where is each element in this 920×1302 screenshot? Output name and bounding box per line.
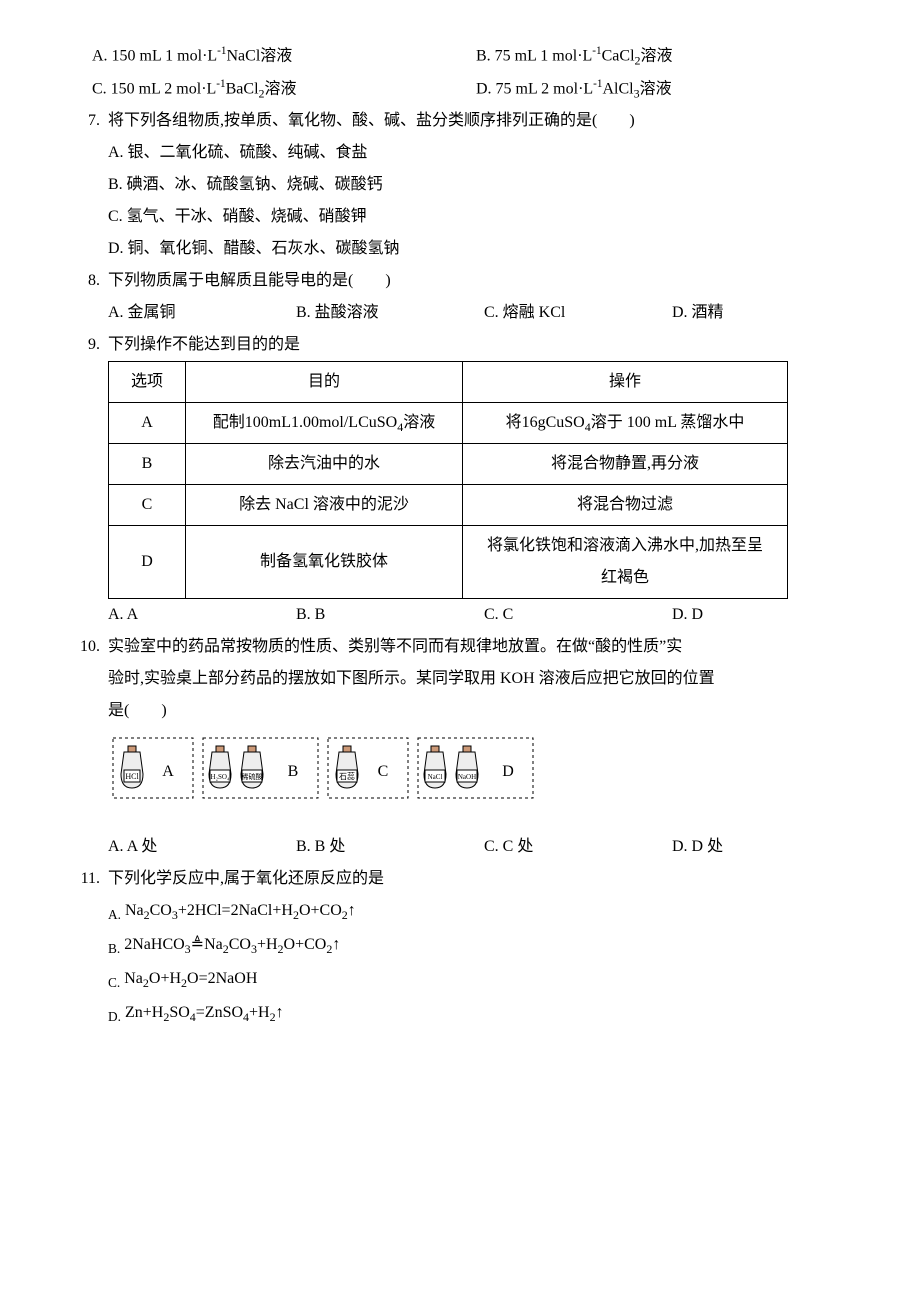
q11: 11. 下列化学反应中,属于氧化还原反应的是 A. Na2CO3+2HCl=2N… xyxy=(60,863,860,1030)
q6-opt-a: A. 150 mL 1 mol·L-1NaCl溶液 xyxy=(92,40,476,73)
q9-table: 选项 目的 操作 A 配制100mL1.00mol/LCuSO4溶液 将16gC… xyxy=(108,361,788,599)
svg-text:HCl: HCl xyxy=(125,772,139,781)
q9-opt-b: B. B xyxy=(296,599,484,631)
q7-opt-a: A. 银、二氧化硫、硫酸、纯碱、食盐 xyxy=(108,137,860,169)
svg-text:B: B xyxy=(288,763,299,780)
q8-stem: 下列物质属于电解质且能导电的是( ) xyxy=(108,265,860,297)
svg-text:石蕊: 石蕊 xyxy=(339,771,355,781)
q9-a2: 配制100mL1.00mol/LCuSO4溶液 xyxy=(186,403,463,444)
q7-opt-b: B. 碘酒、冰、硫酸氢钠、烧碱、碳酸钙 xyxy=(108,169,860,201)
q9-a1: A xyxy=(109,403,186,444)
q9-b1: B xyxy=(109,444,186,485)
svg-text:D: D xyxy=(502,763,514,780)
q9-h2: 目的 xyxy=(186,362,463,403)
q8-opt-a: A. 金属铜 xyxy=(108,297,296,329)
q9-b2: 除去汽油中的水 xyxy=(186,444,463,485)
q10-opt-d: D. D 处 xyxy=(672,831,860,863)
q7-stem: 将下列各组物质,按单质、氧化物、酸、碱、盐分类顺序排列正确的是( ) xyxy=(108,105,860,137)
q11-opt-b: B. 2NaHCO3≜Na2CO3+H2O+CO2↑ xyxy=(108,929,860,963)
svg-text:稀硫酸: 稀硫酸 xyxy=(242,772,263,781)
q11-stem: 下列化学反应中,属于氧化还原反应的是 xyxy=(108,863,860,895)
q10-stem-3: 是( ) xyxy=(108,695,860,727)
q8-opt-c: C. 熔融 KCl xyxy=(484,297,672,329)
q9-opt-d: D. D xyxy=(672,599,860,631)
q7-opt-c: C. 氢气、干冰、硝酸、烧碱、硝酸钾 xyxy=(108,201,860,233)
q9: 9. 下列操作不能达到目的的是 选项 目的 操作 A 配制100mL1.00mo… xyxy=(60,329,860,631)
q9-c1: C xyxy=(109,485,186,526)
q6-opt-d: D. 75 mL 2 mol·L-1AlCl3溶液 xyxy=(476,73,860,106)
q9-c2: 除去 NaCl 溶液中的泥沙 xyxy=(186,485,463,526)
q7-opt-d: D. 铜、氧化铜、醋酸、石灰水、碳酸氢钠 xyxy=(108,233,860,265)
q10-stem-1: 实验室中的药品常按物质的性质、类别等不同而有规律地放置。在做“酸的性质”实 xyxy=(108,631,860,663)
q9-stem: 下列操作不能达到目的的是 xyxy=(108,329,860,361)
q8-opt-d: D. 酒精 xyxy=(672,297,860,329)
q9-d3: 将氯化铁饱和溶液滴入沸水中,加热至呈红褐色 xyxy=(463,526,788,599)
q10-num: 10. xyxy=(60,631,108,863)
q11-opt-d: D. Zn+H2SO4=ZnSO4+H2↑ xyxy=(108,997,860,1031)
svg-text:NaOH: NaOH xyxy=(458,773,476,781)
q9-a3: 将16gCuSO4溶于 100 mL 蒸馏水中 xyxy=(463,403,788,444)
q9-opt-c: C. C xyxy=(484,599,672,631)
q9-h1: 选项 xyxy=(109,362,186,403)
q9-c3: 将混合物过滤 xyxy=(463,485,788,526)
q9-h3: 操作 xyxy=(463,362,788,403)
q11-num: 11. xyxy=(60,863,108,1030)
svg-text:A: A xyxy=(162,763,174,780)
svg-text:C: C xyxy=(378,763,389,780)
q8: 8. 下列物质属于电解质且能导电的是( ) A. 金属铜 B. 盐酸溶液 C. … xyxy=(60,265,860,329)
q6-opt-c: C. 150 mL 2 mol·L-1BaCl2溶液 xyxy=(92,73,476,106)
bottles-svg: HCl A H₂SO₄ xyxy=(108,733,538,813)
q6-options: A. 150 mL 1 mol·L-1NaCl溶液 B. 75 mL 1 mol… xyxy=(60,40,860,105)
svg-text:H₂SO₄: H₂SO₄ xyxy=(211,773,230,781)
q9-d1: D xyxy=(109,526,186,599)
q8-num: 8. xyxy=(60,265,108,329)
q8-opt-b: B. 盐酸溶液 xyxy=(296,297,484,329)
q10-opt-a: A. A 处 xyxy=(108,831,296,863)
q11-opt-c: C. Na2O+H2O=2NaOH xyxy=(108,963,860,997)
q7: 7. 将下列各组物质,按单质、氧化物、酸、碱、盐分类顺序排列正确的是( ) A.… xyxy=(60,105,860,265)
q7-num: 7. xyxy=(60,105,108,265)
q9-num: 9. xyxy=(60,329,108,631)
q10-opt-c: C. C 处 xyxy=(484,831,672,863)
q10-diagram: HCl A H₂SO₄ xyxy=(108,733,860,825)
q9-b3: 将混合物静置,再分液 xyxy=(463,444,788,485)
q10-opt-b: B. B 处 xyxy=(296,831,484,863)
q9-d2: 制备氢氧化铁胶体 xyxy=(186,526,463,599)
q11-opt-a: A. Na2CO3+2HCl=2NaCl+H2O+CO2↑ xyxy=(108,895,860,929)
svg-text:NaCl: NaCl xyxy=(428,773,443,781)
q10: 10. 实验室中的药品常按物质的性质、类别等不同而有规律地放置。在做“酸的性质”… xyxy=(60,631,860,863)
q6-opt-b: B. 75 mL 1 mol·L-1CaCl2溶液 xyxy=(476,40,860,73)
q9-opt-a: A. A xyxy=(108,599,296,631)
q10-stem-2: 验时,实验桌上部分药品的摆放如下图所示。某同学取用 KOH 溶液后应把它放回的位… xyxy=(108,663,860,695)
